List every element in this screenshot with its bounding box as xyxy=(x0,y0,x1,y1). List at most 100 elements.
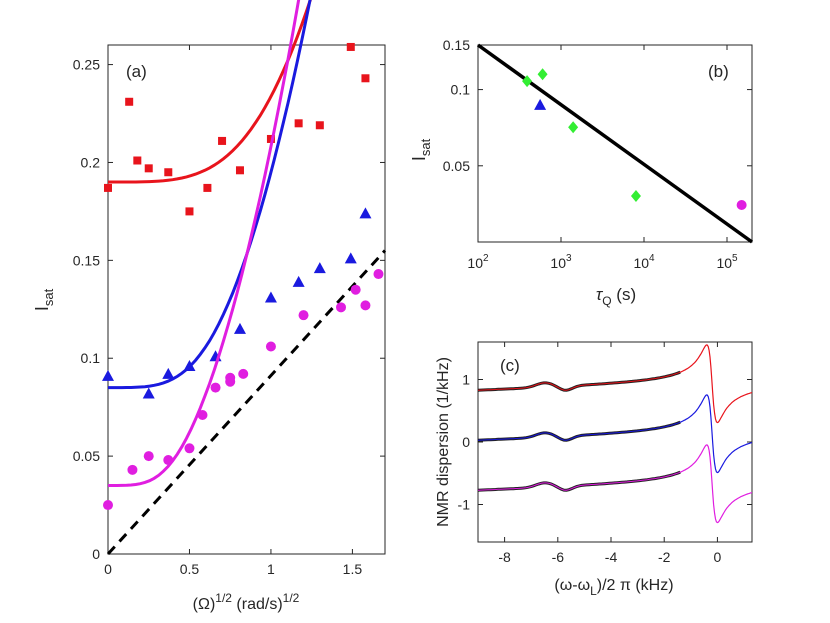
a-point-1 xyxy=(142,387,155,399)
panel-c-axes-box xyxy=(477,341,753,543)
a-point-1 xyxy=(233,322,246,334)
b-ytick-label: 0.15 xyxy=(443,37,470,53)
a-reference-dashed-line xyxy=(106,249,387,556)
a-ytick-label: 0.25 xyxy=(73,57,100,73)
a-ytick-label: 0 xyxy=(92,546,100,562)
panel-c-label: (c) xyxy=(500,356,520,375)
a-point-2 xyxy=(225,372,236,383)
a-ytick-label: 0.2 xyxy=(81,154,101,170)
a-xtick-label: 1 xyxy=(267,561,275,577)
b-xtick-label: 103 xyxy=(550,253,572,271)
a-ytick-label: 0.1 xyxy=(81,350,101,366)
a-point-0 xyxy=(104,183,112,192)
panel-a-marks xyxy=(102,0,387,556)
b-xtick-exp: 5 xyxy=(732,253,738,264)
a-point-0 xyxy=(294,119,303,128)
a-point-1 xyxy=(162,367,175,379)
c-xtick-label: -6 xyxy=(552,549,565,565)
a-point-2 xyxy=(373,269,384,280)
a-point-2 xyxy=(184,443,195,454)
a-point-1 xyxy=(344,252,357,264)
a-point-1 xyxy=(102,369,114,381)
a-point-2 xyxy=(127,464,138,475)
panel-c-ylabel: NMR dispersion (1/kHz) xyxy=(435,357,452,527)
a-ytick-label: 0.15 xyxy=(73,252,100,268)
panel-a: 0 0.5 1 1.5 0 0.05 0.1 0.15 0.2 0.25 (a) (Ω)1/2 (… xyxy=(32,0,387,613)
b-xtick-label: 102 xyxy=(467,253,489,271)
a-point-0 xyxy=(203,183,212,192)
a-point-1 xyxy=(359,207,372,219)
a-point-2 xyxy=(210,382,221,393)
b-xtick-label: 105 xyxy=(716,253,738,271)
b-xtick-label: 104 xyxy=(633,253,655,271)
panel-b-label: (b) xyxy=(708,62,729,81)
a-point-2 xyxy=(265,341,276,352)
a-point-2 xyxy=(143,451,154,462)
a-fit-curve-0 xyxy=(108,0,312,184)
panel-b-marks xyxy=(476,43,754,244)
c-ytick-label: 1 xyxy=(462,372,470,388)
b-xtick-base: 10 xyxy=(467,255,483,271)
b-point-0 xyxy=(537,68,548,81)
panel-a-axes-box xyxy=(107,44,386,555)
b-xtick-exp: 4 xyxy=(649,253,655,264)
c-xtick-label: -8 xyxy=(498,549,511,565)
b-ytick-label: 0.05 xyxy=(443,158,470,174)
a-point-2 xyxy=(336,302,347,313)
b-fit-line xyxy=(476,43,754,244)
b-ytick-label: 0.1 xyxy=(451,82,471,98)
b-xtick-base: 10 xyxy=(633,255,649,271)
a-point-0 xyxy=(218,136,227,145)
b-point-1 xyxy=(534,98,547,110)
a-point-1 xyxy=(313,262,326,274)
a-point-0 xyxy=(315,121,324,130)
a-point-1 xyxy=(264,291,277,303)
b-point-2 xyxy=(736,200,747,211)
a-point-0 xyxy=(185,207,194,216)
a-point-0 xyxy=(266,134,275,143)
b-point-0 xyxy=(522,75,533,88)
panel-a-ylabel: Isat xyxy=(32,288,56,311)
panel-b-ylabel: Isat xyxy=(409,138,433,161)
c-xtick-label: -4 xyxy=(605,549,618,565)
c-xtick-label: 0 xyxy=(714,549,722,565)
panel-a-label: (a) xyxy=(126,62,147,81)
a-point-2 xyxy=(103,500,113,511)
a-point-2 xyxy=(350,284,361,295)
panel-c-xlabel: (ω-ωL)/2 π (kHz) xyxy=(554,577,673,598)
a-point-0 xyxy=(133,156,142,165)
a-point-0 xyxy=(125,97,134,106)
a-point-2 xyxy=(197,410,208,421)
a-point-2 xyxy=(360,300,371,311)
a-point-1 xyxy=(183,360,196,372)
c-fit-overlay-core-0 xyxy=(477,371,681,391)
a-point-0 xyxy=(164,168,173,177)
a-point-0 xyxy=(144,164,153,173)
c-fit-overlay-core-1 xyxy=(477,421,681,441)
a-xtick-label: 1.5 xyxy=(343,561,363,577)
b-xtick-exp: 2 xyxy=(483,253,489,264)
panel-c-ticks: -8 -6 -4 -2 0 -1 0 1 xyxy=(458,342,752,565)
panel-c: -8 -6 -4 -2 0 -1 0 1 (c) (ω-ωL)/2 π (kHz) NMR d… xyxy=(435,341,753,598)
a-point-2 xyxy=(163,455,174,466)
panel-a-ticks: 0 0.5 1 1.5 0 0.05 0.1 0.15 0.2 0.25 xyxy=(73,45,385,577)
a-fit-curve-2 xyxy=(108,0,301,487)
a-point-0 xyxy=(361,74,370,83)
b-xtick-exp: 3 xyxy=(566,253,572,264)
panel-b-xlabel: τQ (s) xyxy=(596,285,636,308)
a-ytick-label: 0.05 xyxy=(73,448,100,464)
c-xtick-label: -2 xyxy=(658,549,671,565)
b-xtick-base: 10 xyxy=(550,255,566,271)
c-ytick-label: 0 xyxy=(462,434,470,450)
b-xtick-base: 10 xyxy=(716,255,732,271)
b-point-0 xyxy=(568,121,579,134)
a-xtick-label: 0.5 xyxy=(180,561,200,577)
b-point-0 xyxy=(630,189,641,202)
a-point-0 xyxy=(346,42,355,51)
a-point-2 xyxy=(298,310,309,321)
a-point-0 xyxy=(235,166,244,175)
c-ytick-label: -1 xyxy=(458,497,471,513)
